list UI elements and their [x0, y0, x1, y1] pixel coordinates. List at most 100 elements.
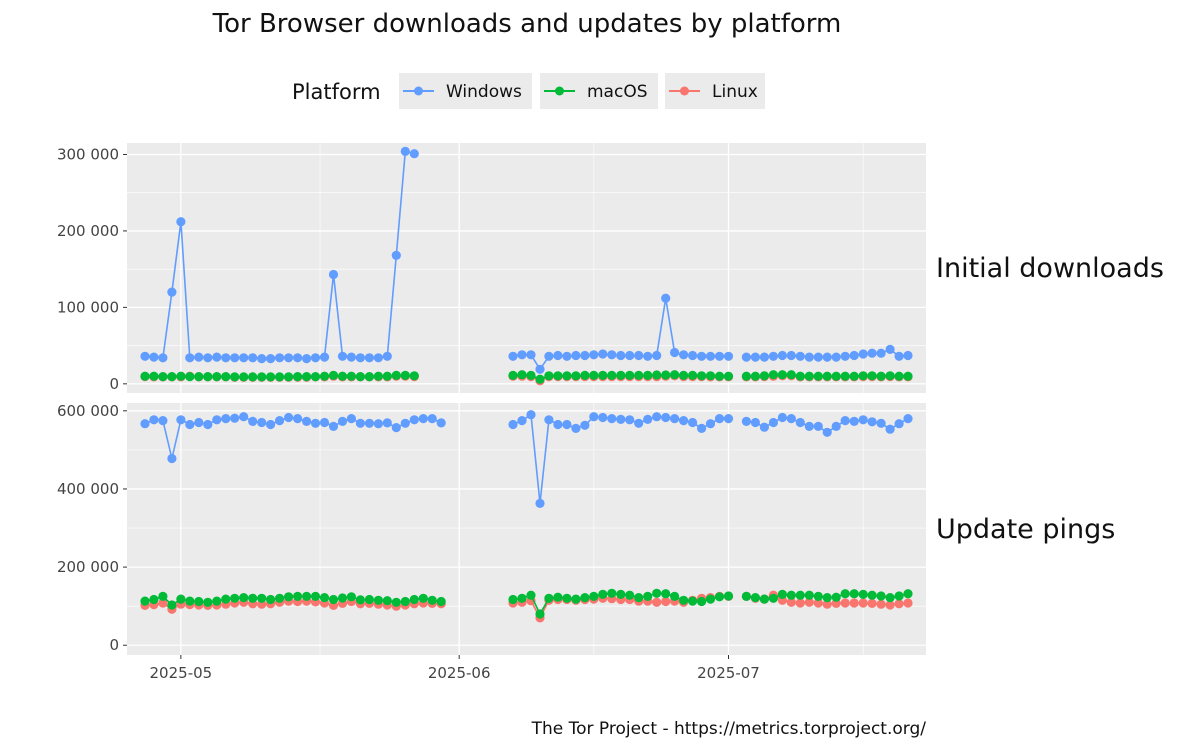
data-point-windows: [714, 414, 725, 424]
data-point-macos: [867, 371, 877, 381]
data-point-windows: [185, 419, 195, 430]
data-point-windows: [598, 412, 608, 423]
data-point-windows: [705, 351, 716, 361]
data-point-macos: [786, 370, 796, 380]
legend-item-linux: Linux: [665, 73, 765, 109]
data-point-macos: [705, 594, 716, 604]
data-point-windows: [759, 352, 770, 362]
data-point-windows: [804, 421, 814, 431]
data-point-windows: [786, 414, 796, 424]
data-point-macos: [571, 371, 581, 381]
data-point-linux: [813, 598, 823, 608]
data-point-macos: [661, 370, 671, 380]
data-point-windows: [589, 412, 599, 422]
data-point-windows: [310, 418, 321, 428]
data-point-windows: [688, 417, 698, 428]
data-point-macos: [355, 595, 365, 605]
data-point-macos: [248, 372, 258, 382]
data-point-linux: [652, 597, 662, 607]
data-point-windows: [697, 351, 707, 361]
data-point-windows: [705, 419, 716, 429]
data-point-macos: [822, 371, 832, 381]
data-point-windows: [589, 350, 599, 360]
data-point-windows: [643, 351, 653, 361]
data-point-macos: [903, 589, 913, 599]
data-point-macos: [194, 596, 204, 607]
data-point-linux: [858, 598, 868, 608]
data-point-macos: [580, 370, 590, 380]
data-point-windows: [382, 351, 392, 361]
data-point-macos: [634, 370, 644, 380]
x-tick-label: 2025-06: [428, 664, 491, 682]
data-point-windows: [302, 354, 312, 364]
data-point-windows: [400, 418, 410, 428]
data-point-macos: [185, 372, 195, 382]
data-point-linux: [795, 598, 805, 608]
data-point-windows: [804, 352, 814, 362]
data-point-windows: [670, 414, 680, 424]
data-point-macos: [382, 596, 392, 606]
data-point-macos: [786, 590, 796, 600]
data-point-macos: [382, 371, 392, 381]
data-point-windows: [876, 348, 886, 358]
y-tick-label: 0: [109, 375, 119, 393]
data-point-windows: [284, 353, 294, 363]
data-point-macos: [400, 596, 410, 607]
data-point-windows: [248, 353, 258, 363]
data-point-macos: [319, 371, 330, 381]
data-point-windows: [391, 250, 401, 260]
data-point-macos: [310, 591, 321, 602]
data-point-linux: [661, 596, 671, 607]
data-point-macos: [176, 371, 186, 381]
data-point-windows: [741, 352, 752, 362]
data-point-macos: [705, 371, 716, 381]
data-point-windows: [337, 416, 348, 426]
data-point-macos: [598, 370, 608, 380]
legend-item-windows: Windows: [399, 73, 532, 109]
facet-label: Update pings: [936, 514, 1115, 545]
data-point-macos: [284, 372, 294, 382]
data-point-macos: [607, 588, 617, 598]
legend-key-point: [555, 86, 564, 96]
data-point-macos: [885, 593, 895, 603]
data-point-macos: [140, 596, 150, 606]
data-point-macos: [616, 370, 626, 380]
data-point-windows: [607, 350, 617, 360]
data-point-macos: [544, 371, 554, 381]
data-point-windows: [643, 414, 653, 424]
legend-key-point: [680, 86, 689, 96]
data-point-windows: [158, 353, 168, 363]
data-point-linux: [786, 597, 796, 607]
data-point-macos: [364, 594, 374, 605]
data-point-windows: [840, 416, 850, 426]
data-point-windows: [768, 351, 779, 361]
data-point-macos: [697, 371, 707, 381]
data-point-windows: [535, 364, 545, 374]
data-point-macos: [777, 370, 788, 380]
legend-label: Windows: [446, 82, 522, 102]
data-point-macos: [517, 370, 527, 380]
data-point-windows: [849, 416, 859, 426]
data-point-macos: [427, 595, 437, 605]
data-point-linux: [822, 599, 832, 609]
data-point-windows: [526, 350, 536, 360]
data-point-macos: [634, 593, 644, 603]
data-point-windows: [373, 419, 383, 429]
data-point-macos: [221, 594, 231, 604]
data-point-linux: [885, 600, 895, 610]
legend-key-point: [414, 86, 423, 96]
data-point-macos: [212, 596, 222, 606]
data-point-windows: [266, 354, 276, 364]
data-point-macos: [661, 589, 671, 599]
data-point-windows: [679, 350, 689, 360]
data-point-macos: [876, 371, 886, 381]
data-point-macos: [346, 371, 356, 381]
data-point-windows: [212, 415, 222, 425]
legend-title: Platform: [292, 80, 381, 104]
data-point-macos: [293, 591, 303, 602]
legend-label: Linux: [712, 82, 758, 102]
data-point-windows: [185, 353, 195, 363]
data-point-macos: [302, 372, 312, 382]
data-point-macos: [679, 595, 689, 605]
data-point-windows: [571, 350, 581, 361]
